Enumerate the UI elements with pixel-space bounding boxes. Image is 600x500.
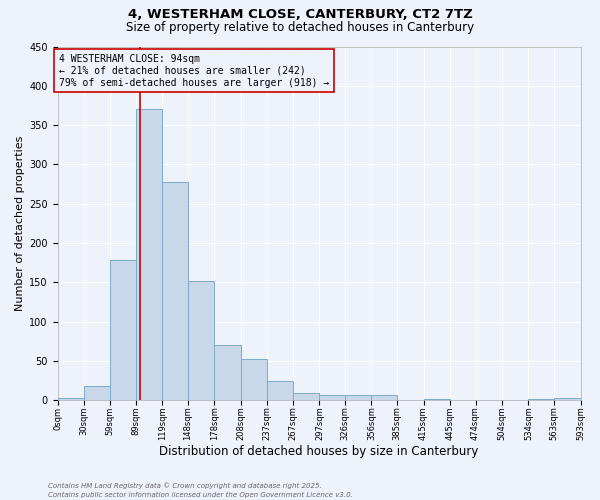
Bar: [163, 182, 188, 400]
Bar: [266, 382, 293, 400]
Bar: [293, 393, 319, 400]
Bar: [424, 398, 450, 400]
Bar: [529, 398, 554, 400]
Text: 4 WESTERHAM CLOSE: 94sqm
← 21% of detached houses are smaller (242)
79% of semi-: 4 WESTERHAM CLOSE: 94sqm ← 21% of detach…: [59, 54, 329, 88]
Text: Contains public sector information licensed under the Open Government Licence v3: Contains public sector information licen…: [48, 492, 353, 498]
Bar: [136, 110, 163, 400]
Bar: [345, 396, 371, 400]
Bar: [241, 358, 266, 400]
Y-axis label: Number of detached properties: Number of detached properties: [15, 136, 25, 311]
Text: Contains HM Land Registry data © Crown copyright and database right 2025.: Contains HM Land Registry data © Crown c…: [48, 482, 322, 489]
Text: 4, WESTERHAM CLOSE, CANTERBURY, CT2 7TZ: 4, WESTERHAM CLOSE, CANTERBURY, CT2 7TZ: [128, 8, 472, 20]
Bar: [110, 260, 136, 400]
Bar: [188, 280, 214, 400]
Bar: [214, 345, 241, 400]
Bar: [58, 398, 84, 400]
Bar: [554, 398, 581, 400]
Bar: [371, 394, 397, 400]
Bar: [319, 396, 345, 400]
Text: Size of property relative to detached houses in Canterbury: Size of property relative to detached ho…: [126, 21, 474, 34]
X-axis label: Distribution of detached houses by size in Canterbury: Distribution of detached houses by size …: [160, 444, 479, 458]
Bar: [84, 386, 110, 400]
